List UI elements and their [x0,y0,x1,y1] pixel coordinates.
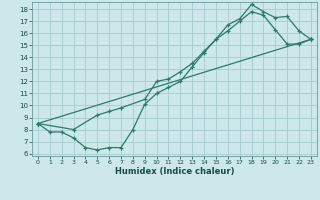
X-axis label: Humidex (Indice chaleur): Humidex (Indice chaleur) [115,167,234,176]
